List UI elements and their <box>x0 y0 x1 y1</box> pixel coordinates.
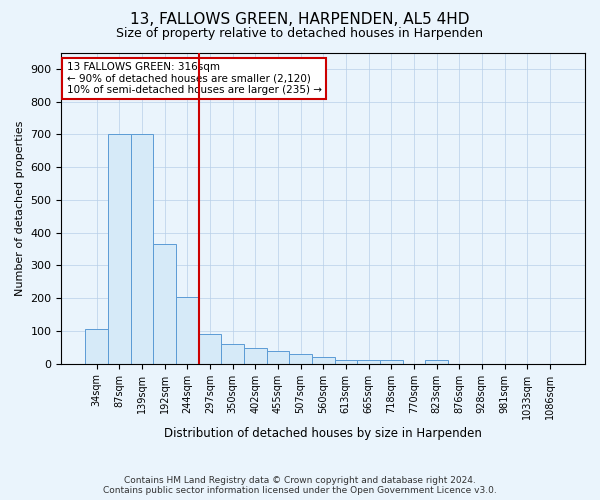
Bar <box>131 134 153 364</box>
Bar <box>85 330 108 364</box>
Bar <box>289 354 312 364</box>
Y-axis label: Number of detached properties: Number of detached properties <box>15 120 25 296</box>
Bar <box>153 244 176 364</box>
Text: Size of property relative to detached houses in Harpenden: Size of property relative to detached ho… <box>116 28 484 40</box>
Bar <box>425 360 448 364</box>
Bar <box>266 350 289 364</box>
Bar <box>335 360 357 364</box>
Bar <box>108 134 131 364</box>
Bar <box>312 357 335 364</box>
Bar <box>199 334 221 364</box>
Bar <box>221 344 244 364</box>
X-axis label: Distribution of detached houses by size in Harpenden: Distribution of detached houses by size … <box>164 427 482 440</box>
Bar <box>357 360 380 364</box>
Text: 13, FALLOWS GREEN, HARPENDEN, AL5 4HD: 13, FALLOWS GREEN, HARPENDEN, AL5 4HD <box>130 12 470 28</box>
Bar <box>244 348 266 364</box>
Bar <box>176 296 199 364</box>
Text: 13 FALLOWS GREEN: 316sqm
← 90% of detached houses are smaller (2,120)
10% of sem: 13 FALLOWS GREEN: 316sqm ← 90% of detach… <box>67 62 322 95</box>
Bar <box>380 360 403 364</box>
Text: Contains HM Land Registry data © Crown copyright and database right 2024.
Contai: Contains HM Land Registry data © Crown c… <box>103 476 497 495</box>
